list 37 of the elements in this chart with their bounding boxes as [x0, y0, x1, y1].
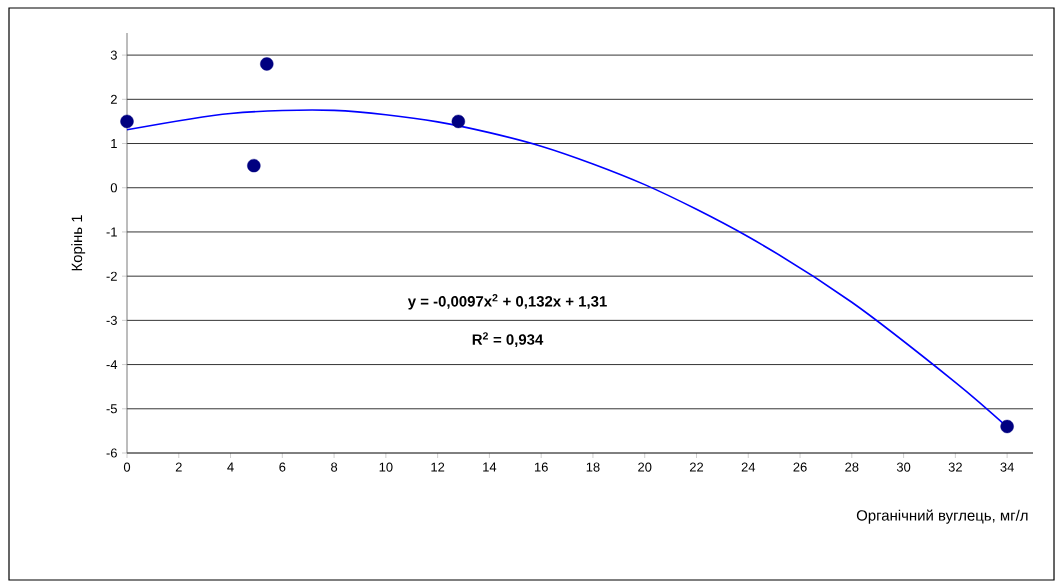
y-axis-title: Корінь 1 — [71, 215, 86, 271]
annotation: R$^{2}$ = 0,934 — [472, 332, 544, 348]
x-tick-label: 0 — [123, 462, 131, 472]
x-tick-label: 16 — [534, 462, 548, 472]
y-tick-label: -3 — [106, 315, 117, 325]
y-tick-label: -6 — [106, 448, 117, 458]
y-tick-label: 2 — [110, 94, 117, 104]
y-tick-label: 3 — [110, 50, 117, 60]
x-tick-label: 32 — [948, 462, 962, 472]
y-tick-label: -5 — [106, 404, 117, 414]
x-tick-label: 28 — [845, 462, 859, 472]
x-tick-label: 12 — [431, 462, 445, 472]
y-tick-label: -2 — [106, 271, 117, 281]
annotation: y = -0,0097x$^{2}$ + 0,132x + 1,31 — [407, 294, 607, 310]
x-tick-label: 30 — [896, 462, 911, 472]
x-tick-label: 22 — [689, 462, 704, 472]
x-tick-label: 34 — [1000, 462, 1014, 472]
y-tick-label: -4 — [106, 360, 118, 370]
x-axis-title: Органічний вуглець, мг/л — [856, 509, 1028, 524]
x-tick-label: 4 — [227, 462, 234, 472]
x-tick-label: 24 — [741, 462, 756, 472]
x-tick-label: 20 — [638, 462, 652, 472]
y-tick-label: 1 — [111, 139, 117, 148]
point — [1000, 419, 1014, 434]
x-tick-label: 10 — [379, 462, 393, 472]
x-tick-label: 26 — [793, 462, 807, 472]
x-tick-label: 18 — [586, 462, 600, 472]
y-tick-label: -1 — [106, 227, 117, 237]
point — [247, 158, 261, 173]
x-tick-label: 2 — [175, 462, 182, 472]
x-tick-label: 6 — [279, 462, 286, 472]
point — [120, 114, 134, 129]
x-tick-label: 8 — [331, 462, 338, 472]
point — [451, 114, 466, 129]
point — [260, 57, 274, 71]
y-tick-label: 0 — [110, 183, 117, 193]
x-tick-label: 14 — [483, 462, 497, 472]
